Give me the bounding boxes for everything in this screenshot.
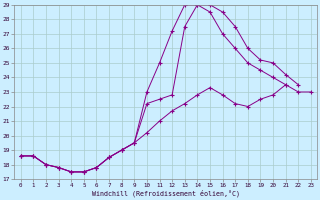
X-axis label: Windchill (Refroidissement éolien,°C): Windchill (Refroidissement éolien,°C) xyxy=(92,190,240,197)
